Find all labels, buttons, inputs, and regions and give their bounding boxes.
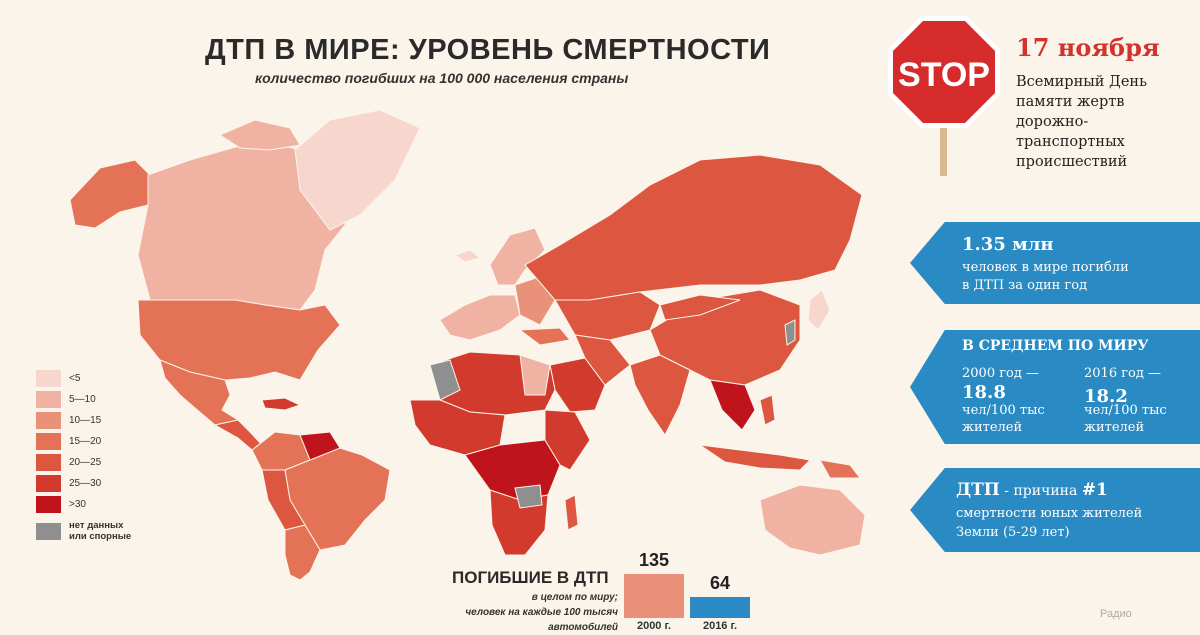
region-russia [524, 154, 863, 301]
legend-swatch [36, 433, 61, 450]
average-heading: В СРЕДНЕМ ПО МИРУ [962, 338, 1149, 354]
average-2000-unit: чел/100 тыс [962, 403, 1045, 418]
region-western-sahara [429, 359, 461, 401]
cause-line1: ДТП - причина #1 [956, 480, 1108, 500]
cause-line3: Земли (5-29 лет) [956, 525, 1070, 540]
cause-rest: - причина [999, 483, 1082, 499]
region-korea [784, 319, 796, 346]
memorial-text: Всемирный День памяти жертв дорожно- тра… [1016, 72, 1186, 172]
legend-label: 15—20 [69, 436, 102, 447]
region-india [629, 354, 691, 436]
stop-sign-icon: STOP [888, 16, 1000, 176]
legend-no-data-line1: нет данных [69, 520, 124, 531]
panel-world-average: В СРЕДНЕМ ПО МИРУ 2000 год — 18.8 чел/10… [910, 330, 1200, 444]
deaths-chart-subtitle: в целом по миру; человек на каждые 100 т… [438, 590, 618, 635]
average-2016-unit2: жителей [1084, 420, 1145, 435]
map-legend: <5 5—10 10—15 15—20 20—25 25—30 >30 нет … [36, 368, 159, 545]
deaths-bar-category: 2000 г. [636, 620, 672, 632]
region-japan [807, 289, 831, 331]
panel-leading-cause: ДТП - причина #1 смертности юных жителей… [910, 468, 1200, 552]
memorial-date: 17 ноября [1016, 33, 1160, 62]
region-argentina [284, 524, 321, 580]
average-2000-unit2: жителей [962, 420, 1023, 435]
region-caribbean [261, 397, 302, 411]
legend-swatch-no-data [36, 522, 61, 540]
region-greenland [294, 109, 421, 231]
memorial-line: происшествий [1016, 154, 1128, 170]
memorial-line: дорожно- [1016, 114, 1089, 130]
stop-sign-text: STOP [898, 56, 990, 94]
region-alaska [69, 159, 151, 229]
region-philippines [759, 394, 776, 426]
deaths-bar [624, 574, 684, 618]
cause-lead: ДТП [956, 480, 1000, 500]
legend-label-no-data: нет данных или спорные [69, 520, 159, 542]
deaths-bar-value: 135 [638, 550, 670, 570]
legend-swatch [36, 496, 61, 513]
legend-label: 25—30 [69, 478, 102, 489]
total-deaths-line2: в ДТП за один год [962, 278, 1088, 293]
memorial-line: транспортных [1016, 134, 1125, 150]
region-western-europe [439, 294, 521, 341]
page-title: ДТП В МИРЕ: УРОВЕНЬ СМЕРТНОСТИ [205, 34, 771, 66]
legend-label: <5 [69, 373, 81, 384]
deaths-sub-line2: человек на каждые 100 тысяч [465, 607, 618, 618]
legend-label: 20—25 [69, 457, 102, 468]
deaths-bar-category: 2016 г. [702, 620, 738, 632]
region-indochina [709, 379, 756, 431]
region-madagascar [564, 494, 579, 531]
legend-no-data-line2: или спорные [69, 531, 132, 542]
region-egypt [519, 354, 551, 396]
deaths-bar-value: 64 [709, 573, 731, 593]
legend-swatch [36, 412, 61, 429]
average-2000-value: 18.8 [962, 382, 1006, 403]
page-subtitle: количество погибших на 100 000 населения… [255, 70, 629, 86]
legend-label: 5—10 [69, 394, 96, 405]
world-map [69, 109, 880, 580]
region-arctic-islands [218, 119, 301, 151]
legend-swatch [36, 391, 61, 408]
average-2016-unit: чел/100 тыс [1084, 403, 1167, 418]
legend-swatch [36, 370, 61, 387]
legend-swatch [36, 475, 61, 492]
region-east-africa [544, 409, 591, 471]
legend-label: 10—15 [69, 415, 102, 426]
deaths-chart-title: ПОГИБШИЕ В ДТП [452, 568, 609, 587]
region-indonesia [699, 444, 812, 471]
region-turkey [518, 327, 571, 346]
memorial-line: Всемирный День [1016, 74, 1147, 90]
total-deaths-value: 1.35 млн [962, 234, 1054, 255]
panel-total-deaths: 1.35 млн человек в мире погибли в ДТП за… [910, 222, 1200, 304]
average-2016-value: 18.2 [1084, 386, 1128, 407]
deaths-bar [690, 597, 750, 618]
memorial-line: памяти жертв [1016, 94, 1125, 110]
region-zambia [514, 484, 543, 509]
cause-rank: #1 [1081, 480, 1108, 500]
region-australia [759, 484, 866, 556]
region-iran [574, 334, 631, 386]
region-png [819, 459, 862, 479]
region-central-america [213, 419, 263, 451]
average-2016-year: 2016 год — [1084, 366, 1161, 381]
total-deaths-line1: человек в мире погибли [962, 260, 1129, 275]
legend-swatch [36, 454, 61, 471]
deaths-sub-line1: в целом по миру; [531, 592, 618, 603]
brand-logo: Радио [1100, 608, 1132, 620]
region-mongolia [659, 294, 741, 321]
region-iceland [453, 249, 482, 263]
cause-line2: смертности юных жителей [956, 506, 1143, 521]
legend-label: >30 [69, 499, 86, 510]
average-2000-year: 2000 год — [962, 366, 1039, 381]
